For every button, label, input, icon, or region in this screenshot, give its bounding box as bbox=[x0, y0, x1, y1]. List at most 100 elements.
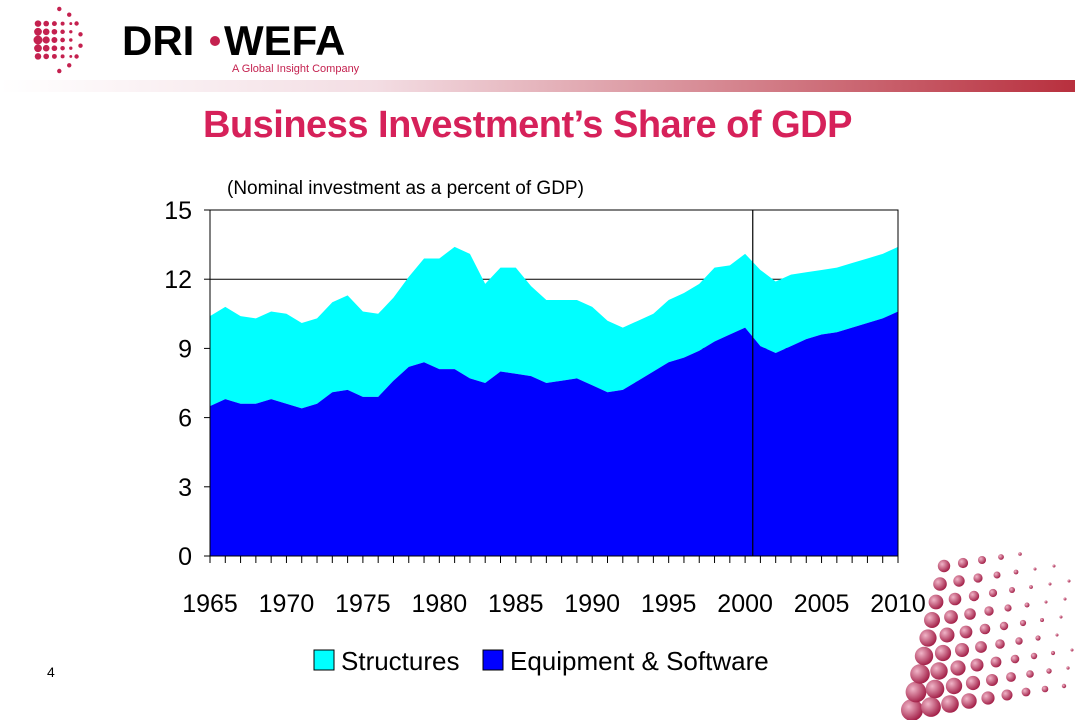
corner-dot bbox=[1030, 652, 1038, 660]
corner-dot bbox=[995, 639, 1005, 649]
x-tick-label: 1990 bbox=[564, 590, 620, 618]
x-tick-label: 2010 bbox=[870, 590, 926, 618]
corner-dot bbox=[1033, 567, 1037, 571]
x-tick-label: 2000 bbox=[717, 590, 773, 618]
corner-dot bbox=[984, 606, 994, 616]
slide-number: 4 bbox=[47, 664, 55, 680]
logo-dot bbox=[74, 21, 79, 26]
logo-dot bbox=[69, 38, 73, 42]
corner-dot bbox=[1001, 689, 1013, 701]
corner-dot bbox=[1067, 579, 1071, 583]
logo-dot bbox=[78, 32, 83, 37]
corner-decoration-dots bbox=[901, 552, 1074, 720]
logo-tagline: A Global Insight Company bbox=[232, 63, 360, 75]
corner-dot bbox=[1018, 552, 1022, 556]
corner-dot bbox=[1050, 650, 1056, 656]
corner-dot bbox=[944, 610, 958, 624]
corner-dot bbox=[930, 662, 948, 680]
logo-dot bbox=[60, 29, 65, 35]
logo-dot bbox=[33, 35, 43, 45]
corner-dot bbox=[937, 559, 951, 573]
legend-swatch-equipment-software bbox=[482, 649, 504, 671]
logo-dot bbox=[60, 37, 65, 43]
corner-dot bbox=[948, 592, 962, 606]
corner-dot bbox=[998, 554, 1004, 560]
y-tick-label: 6 bbox=[178, 405, 192, 433]
corner-dot bbox=[1029, 585, 1033, 589]
corner-dot bbox=[970, 658, 984, 672]
corner-dot bbox=[1048, 582, 1052, 586]
logo-dot bbox=[69, 46, 73, 50]
x-tick-label: 1995 bbox=[641, 590, 697, 618]
corner-dot bbox=[1059, 615, 1063, 619]
logo-dot bbox=[34, 27, 42, 36]
logo-dot bbox=[43, 20, 50, 27]
series-area-equipment-software bbox=[210, 311, 898, 556]
corner-dot bbox=[921, 697, 941, 717]
corner-dot bbox=[950, 660, 966, 676]
y-tick-label: 3 bbox=[178, 474, 192, 502]
chart-areas bbox=[210, 246, 898, 556]
corner-dot bbox=[1004, 604, 1012, 612]
corner-dot bbox=[925, 679, 945, 699]
corner-dot bbox=[1040, 618, 1044, 622]
corner-dot bbox=[957, 557, 969, 569]
logo-dot bbox=[51, 45, 58, 52]
logo-dot bbox=[60, 21, 65, 26]
x-tick-label: 1965 bbox=[182, 590, 238, 618]
logo-dot bbox=[42, 28, 50, 36]
corner-dot bbox=[959, 625, 973, 639]
corner-dot bbox=[975, 641, 987, 653]
corner-dot bbox=[965, 675, 981, 691]
corner-dot bbox=[928, 594, 944, 610]
corner-dot bbox=[1044, 600, 1048, 604]
logo-dot bbox=[34, 20, 42, 27]
logo-dot bbox=[51, 37, 58, 43]
chart-legend: Structures Equipment & Software bbox=[313, 646, 769, 676]
y-tick-label: 15 bbox=[164, 197, 192, 225]
logo-header: DRI WEFA A Global Insight Company bbox=[0, 0, 1075, 92]
corner-dot bbox=[1006, 672, 1016, 682]
corner-dot bbox=[988, 588, 998, 598]
y-tick-label: 9 bbox=[178, 335, 192, 363]
logo-dot bbox=[34, 44, 42, 53]
corner-dot bbox=[953, 575, 965, 587]
corner-dot bbox=[1055, 633, 1059, 637]
logo-dot bbox=[60, 54, 65, 59]
legend-swatch-structures bbox=[313, 649, 335, 671]
corner-dot bbox=[1024, 602, 1030, 608]
corner-dot bbox=[1009, 587, 1015, 593]
corner-dot bbox=[1010, 654, 1020, 664]
legend-label-equipment-software: Equipment & Software bbox=[510, 646, 769, 676]
area-chart: 0 3 6 9 12 15 1965 1970 1975 1980 1985 1990 1995 2000… bbox=[164, 197, 926, 676]
logo-dot bbox=[60, 45, 65, 51]
corner-dot bbox=[941, 695, 959, 713]
corner-dot bbox=[1061, 683, 1067, 689]
logo-dot bbox=[69, 30, 73, 34]
corner-dot bbox=[1063, 597, 1067, 601]
chart-axes: 0 3 6 9 12 15 1965 1970 1975 1980 1985 1990 1995 2000… bbox=[164, 197, 926, 618]
corner-dot bbox=[933, 577, 947, 591]
corner-dot bbox=[955, 643, 969, 657]
x-tick-label: 1980 bbox=[412, 590, 468, 618]
logo-dot bbox=[34, 53, 42, 60]
corner-dot bbox=[905, 681, 927, 703]
y-tick-label: 12 bbox=[164, 266, 192, 294]
logo-brand-left: DRI bbox=[122, 17, 194, 64]
plot-frame bbox=[209, 209, 899, 557]
logo-dot bbox=[67, 12, 72, 17]
y-tick-label: 0 bbox=[178, 543, 192, 571]
x-tick-label: 1985 bbox=[488, 590, 544, 618]
corner-dot bbox=[1019, 619, 1027, 627]
logo-dot bbox=[51, 28, 58, 35]
corner-dot bbox=[901, 699, 923, 720]
logo-dot bbox=[69, 54, 73, 58]
corner-dot bbox=[978, 556, 986, 564]
corner-dot bbox=[979, 623, 991, 635]
corner-dot bbox=[910, 664, 930, 684]
x-tick-label: 2005 bbox=[794, 590, 850, 618]
corner-dot bbox=[934, 644, 952, 662]
corner-dot bbox=[1035, 635, 1041, 641]
corner-dot bbox=[1013, 569, 1019, 575]
corner-dot bbox=[1041, 685, 1049, 693]
